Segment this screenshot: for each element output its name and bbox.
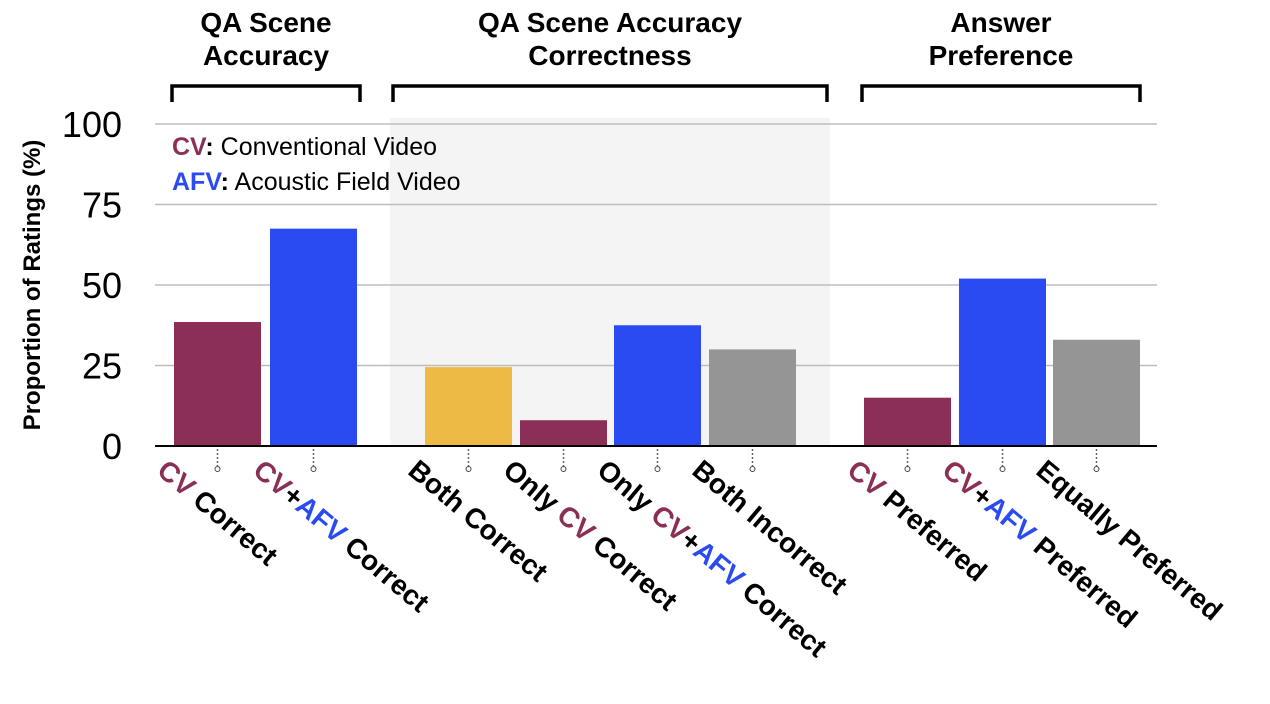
bar [174,322,261,446]
x-tick-label: Only CV Correct [498,454,684,617]
y-tick-label: 0 [102,426,122,467]
bar [1053,339,1140,446]
legend-entry: CV: Conventional Video [172,133,437,161]
bar [959,278,1046,446]
y-tick-label: 75 [82,185,122,226]
x-tick-marker [904,466,911,472]
legend-text: Conventional Video [214,133,437,161]
x-tick-marker [654,466,661,472]
group-bracket [860,84,1142,102]
y-tick-label: 50 [82,265,122,306]
legend-entry: AFV: Acoustic Field Video [172,168,461,196]
x-tick-marker [749,466,756,472]
bar [864,397,951,446]
bar [614,325,701,446]
legend-abbr: AFV [172,168,222,196]
x-tick-marker [999,466,1006,472]
bar [425,367,512,446]
legend-separator: : [205,133,213,161]
bar [270,228,357,446]
legend-text: Acoustic Field Video [229,168,461,196]
x-tick-label: Both Incorrect [687,454,854,601]
y-tick-label: 25 [82,346,122,387]
legend-abbr: CV [172,133,207,161]
group-title: Accuracy [203,40,330,71]
x-tick-marker [310,466,317,472]
bar [709,349,796,446]
group-title: Answer [950,7,1051,38]
x-tick-label-part: Both Incorrect [687,454,854,601]
group-bracket [170,84,362,102]
x-tick-marker [214,466,221,472]
x-tick-marker [1093,466,1100,472]
group-title: Preference [929,40,1074,71]
x-tick-label-part: Correct [333,525,435,618]
legend-separator: : [221,168,229,196]
group-title: QA Scene Accuracy [478,7,742,38]
group-title: Correctness [528,40,691,71]
y-axis-label: Proportion of Ratings (%) [19,140,46,431]
x-tick-marker [560,466,567,472]
bar [520,420,607,446]
group-bracket [391,84,829,102]
group-title: QA Scene [200,7,331,38]
y-tick-label: 100 [62,104,122,145]
x-tick-marker [465,466,472,472]
